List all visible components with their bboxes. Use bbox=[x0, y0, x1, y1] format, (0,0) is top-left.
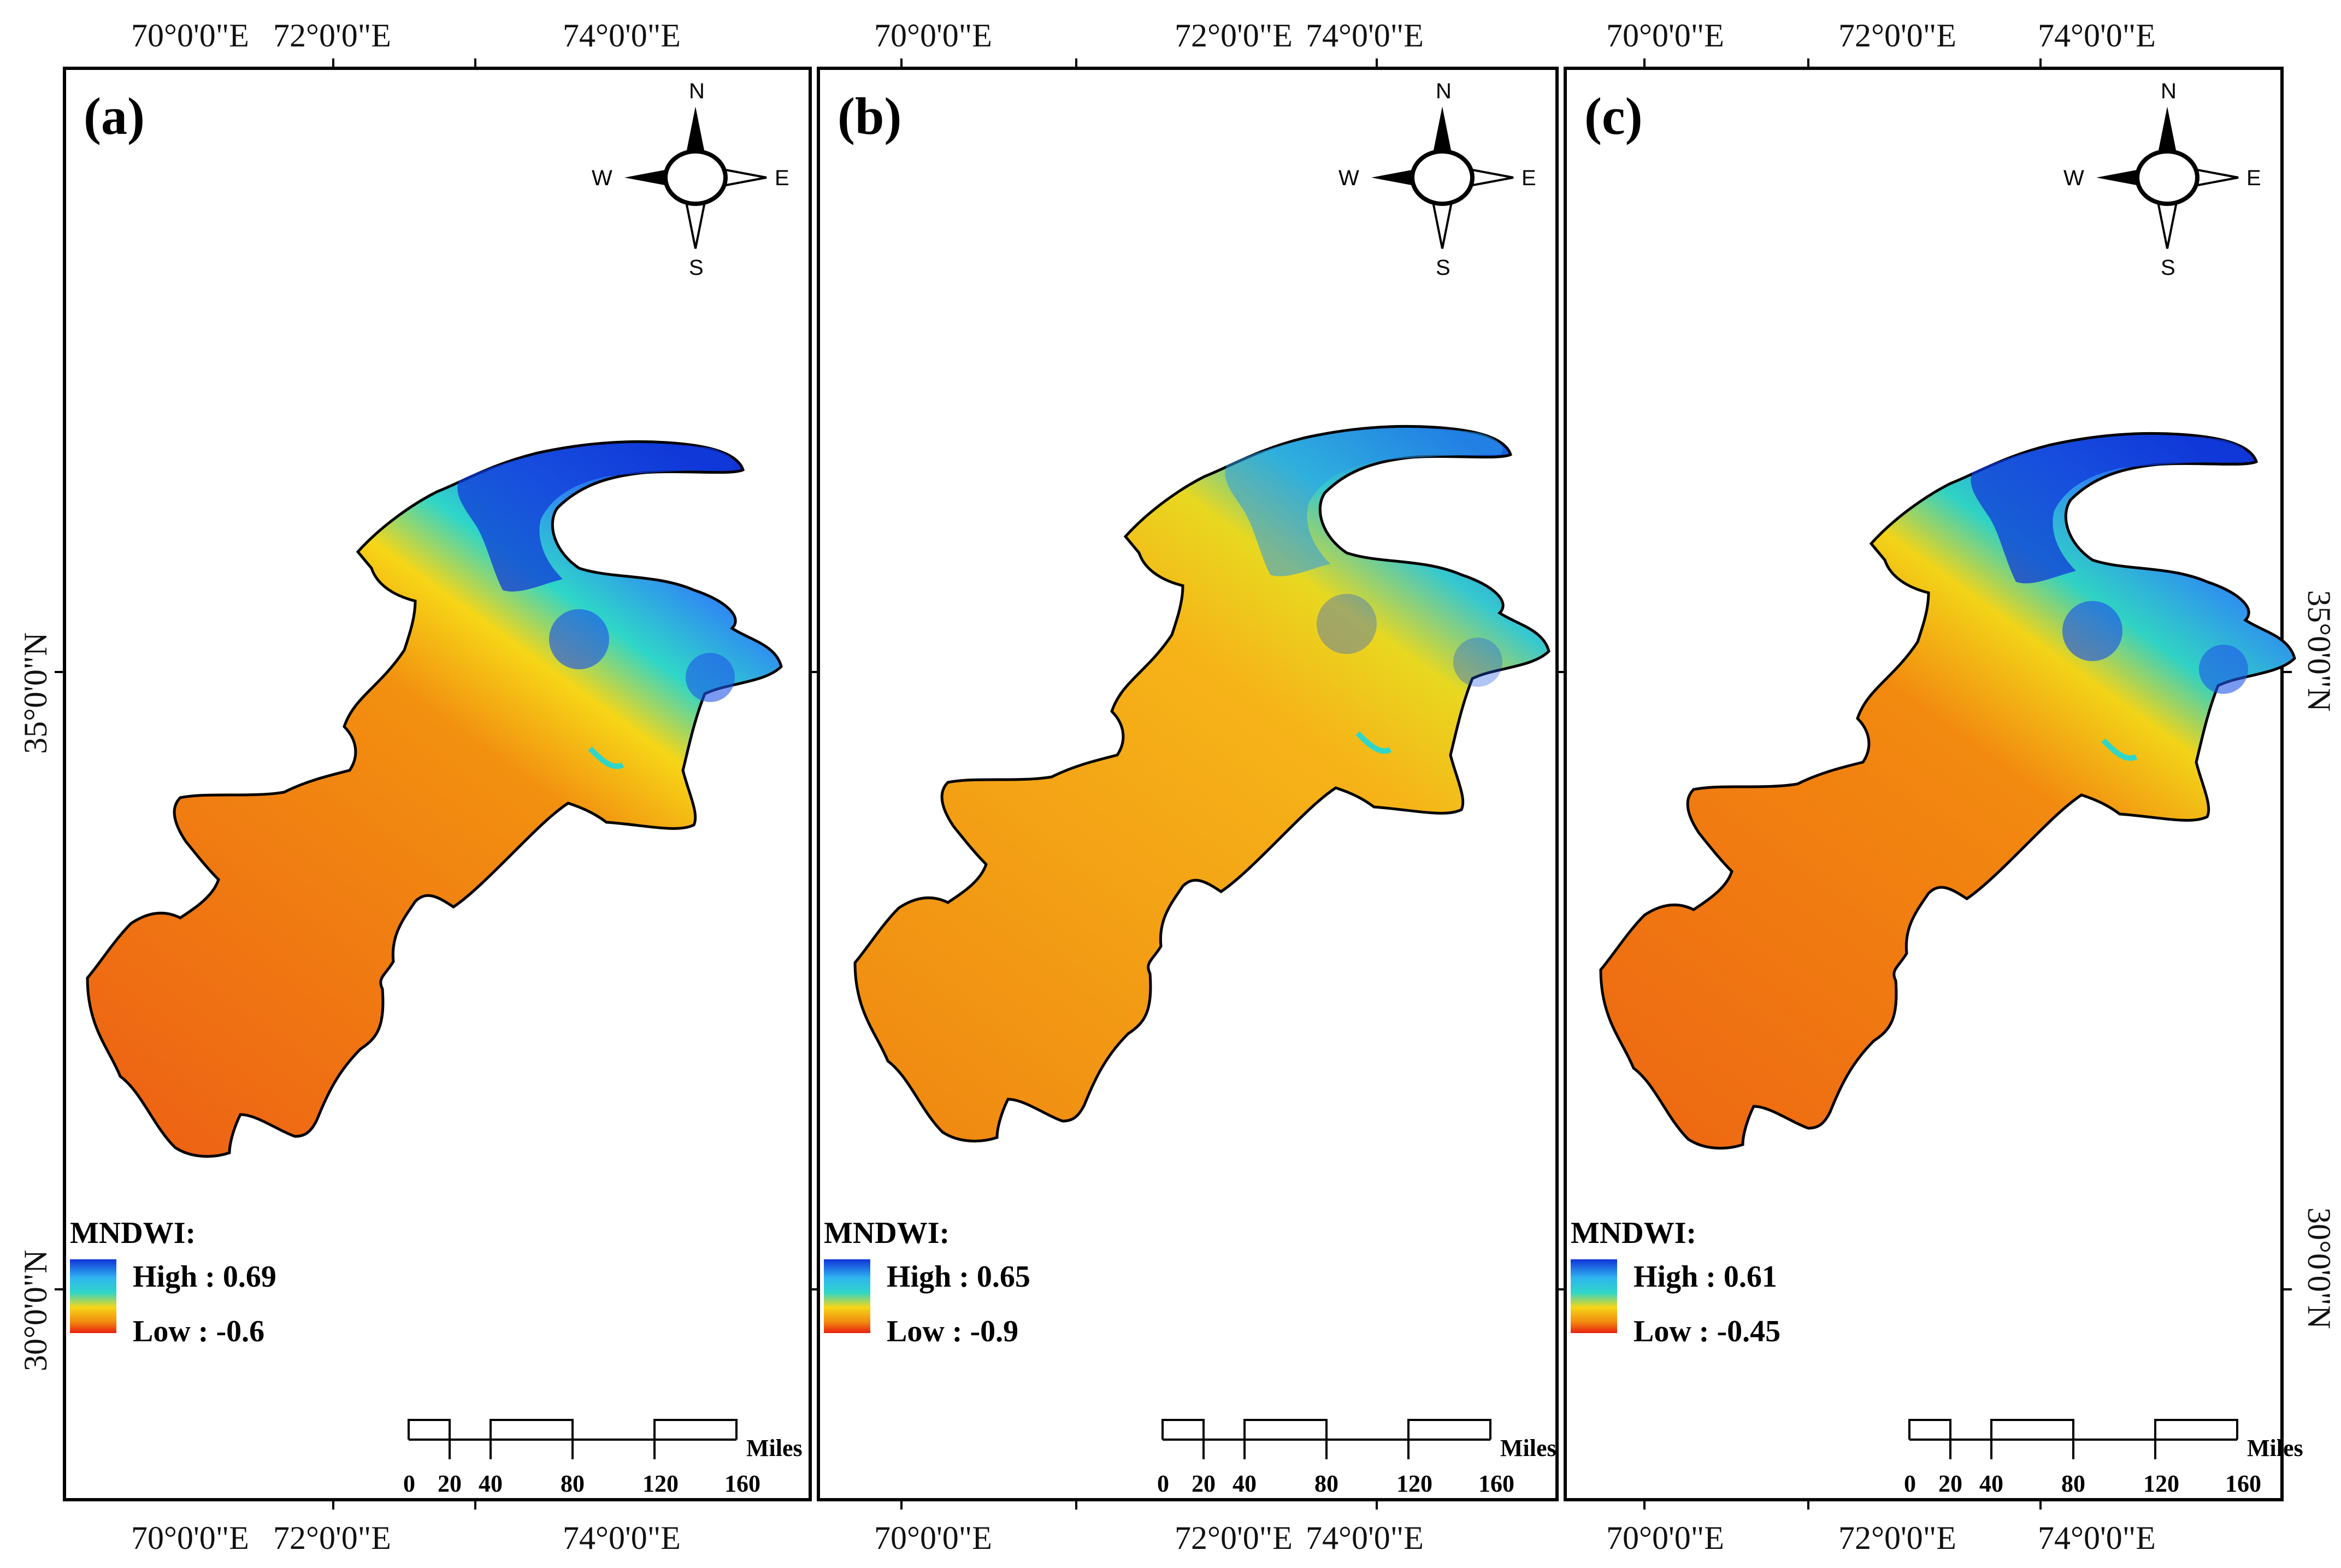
compass-e-label: E bbox=[775, 166, 789, 190]
scale-tick-label: 20 bbox=[1192, 1470, 1216, 1497]
legend-color-ramp bbox=[824, 1259, 870, 1333]
lon-label-bottom: 70°0'0"E bbox=[1606, 1520, 1724, 1556]
lon-label-bottom: 72°0'0"E bbox=[1838, 1520, 1956, 1556]
compass-n-label: N bbox=[2161, 79, 2177, 103]
lon-label-top: 72°0'0"E bbox=[1175, 17, 1293, 54]
lon-label-top: 74°0'0"E bbox=[1306, 17, 1424, 54]
legend-low-label: Low : -0.45 bbox=[1634, 1314, 1780, 1348]
lon-label-bottom: 74°0'0"E bbox=[2038, 1520, 2156, 1556]
province-map bbox=[855, 426, 1549, 1141]
scale-tick-label: 80 bbox=[1314, 1470, 1338, 1497]
high-mndwi-patch bbox=[686, 653, 735, 702]
scale-tick-label: 120 bbox=[2143, 1470, 2179, 1497]
panel-label: (b) bbox=[838, 87, 901, 145]
map-panel-1: (a) N S E W MNDWI: High : 0.69 Low : -0.6 0 20 40 8… bbox=[55, 17, 903, 1556]
compass-n-label: N bbox=[1436, 79, 1452, 103]
compass-w-label: W bbox=[1338, 166, 1359, 190]
panel-label: (c) bbox=[1584, 87, 1643, 145]
province-map bbox=[87, 441, 781, 1156]
north-arrow-icon: N S E W bbox=[592, 79, 789, 280]
compass-s-label: S bbox=[1436, 256, 1450, 280]
high-mndwi-patch bbox=[549, 609, 609, 669]
lon-label-top: 70°0'0"E bbox=[874, 17, 992, 54]
high-mndwi-patch bbox=[1453, 638, 1502, 687]
panel-label: (a) bbox=[84, 87, 145, 145]
scale-unit-label: Miles bbox=[746, 1435, 803, 1461]
lon-label-bottom: 70°0'0"E bbox=[131, 1520, 249, 1556]
legend-title: MNDWI: bbox=[70, 1216, 196, 1250]
legend-low-label: Low : -0.9 bbox=[887, 1314, 1018, 1348]
lon-label-top: 70°0'0"E bbox=[131, 17, 249, 54]
compass-s-label: S bbox=[2161, 256, 2175, 280]
lon-label-top: 72°0'0"E bbox=[1838, 17, 1956, 54]
high-mndwi-patch bbox=[2062, 601, 2122, 661]
compass-n-label: N bbox=[689, 79, 705, 103]
high-mndwi-patch bbox=[2199, 645, 2248, 694]
lon-label-bottom: 74°0'0"E bbox=[1306, 1520, 1424, 1556]
legend-high-label: High : 0.65 bbox=[887, 1260, 1030, 1294]
river-feature bbox=[588, 746, 624, 769]
lon-label-bottom: 70°0'0"E bbox=[874, 1520, 992, 1556]
legend-title: MNDWI: bbox=[824, 1216, 950, 1250]
scale-tick-label: 80 bbox=[561, 1470, 585, 1497]
lon-label-bottom: 72°0'0"E bbox=[273, 1520, 391, 1556]
lon-label-top: 70°0'0"E bbox=[1606, 17, 1724, 54]
lon-label-bottom: 74°0'0"E bbox=[563, 1520, 681, 1556]
legend-color-ramp bbox=[70, 1259, 116, 1333]
map-panel-3: (c) N S E W MNDWI: High : 0.61 Low : -0.45 0 20 40… bbox=[1555, 17, 2303, 1556]
compass-s-label: S bbox=[689, 256, 704, 280]
map-panel-2: (b) N S E W MNDWI: High : 0.65 Low : -0.9 0 20 40 8… bbox=[809, 17, 1646, 1556]
river-feature bbox=[1355, 731, 1392, 754]
lon-label-top: 72°0'0"E bbox=[273, 17, 391, 54]
lat-label-left: 30°0'0"N bbox=[17, 1249, 54, 1371]
north-arrow-icon: N S E W bbox=[1338, 79, 1536, 280]
lat-label-right: 35°0'0"N bbox=[2301, 590, 2337, 712]
lat-label-right: 30°0'0"N bbox=[2301, 1207, 2337, 1329]
scale-tick-label: 40 bbox=[479, 1470, 503, 1497]
scale-bar: 0 20 40 80 120 160 Miles bbox=[1157, 1419, 1556, 1497]
north-arrow-icon: N S E W bbox=[2063, 79, 2261, 280]
compass-w-label: W bbox=[592, 166, 612, 190]
legend-low-label: Low : -0.6 bbox=[133, 1314, 264, 1348]
lon-label-top: 74°0'0"E bbox=[2038, 17, 2156, 54]
high-mndwi-patch bbox=[1317, 594, 1377, 654]
scale-tick-label: 0 bbox=[403, 1470, 415, 1497]
legend-high-label: High : 0.61 bbox=[1634, 1260, 1777, 1294]
scale-tick-label: 160 bbox=[1478, 1470, 1514, 1497]
scale-bar: 0 20 40 80 120 160 Miles bbox=[1904, 1419, 2303, 1497]
scale-tick-label: 40 bbox=[1979, 1470, 2003, 1497]
scale-unit-label: Miles bbox=[2247, 1435, 2303, 1461]
scale-tick-label: 120 bbox=[1396, 1470, 1432, 1497]
compass-e-label: E bbox=[1522, 166, 1536, 190]
scale-tick-label: 20 bbox=[1938, 1470, 1962, 1497]
scale-tick-label: 0 bbox=[1904, 1470, 1916, 1497]
scale-tick-label: 80 bbox=[2061, 1470, 2085, 1497]
compass-w-label: W bbox=[2063, 166, 2084, 190]
lon-label-top: 74°0'0"E bbox=[563, 17, 681, 54]
scale-tick-label: 20 bbox=[438, 1470, 462, 1497]
lon-label-bottom: 72°0'0"E bbox=[1175, 1520, 1293, 1556]
river-feature bbox=[2101, 738, 2138, 761]
scale-tick-label: 160 bbox=[2225, 1470, 2261, 1497]
scale-unit-label: Miles bbox=[1500, 1435, 1556, 1461]
province-map bbox=[1601, 433, 2295, 1148]
scale-tick-label: 0 bbox=[1157, 1470, 1169, 1497]
compass-e-label: E bbox=[2246, 166, 2261, 190]
scale-bar: 0 20 40 80 120 160 Miles bbox=[403, 1419, 803, 1497]
lat-label-left: 35°0'0"N bbox=[17, 632, 54, 754]
scale-tick-label: 160 bbox=[724, 1470, 760, 1497]
scale-tick-label: 120 bbox=[642, 1470, 679, 1497]
legend-title: MNDWI: bbox=[1571, 1216, 1696, 1250]
legend-high-label: High : 0.69 bbox=[133, 1260, 276, 1294]
scale-tick-label: 40 bbox=[1233, 1470, 1257, 1497]
legend-color-ramp bbox=[1571, 1259, 1617, 1333]
